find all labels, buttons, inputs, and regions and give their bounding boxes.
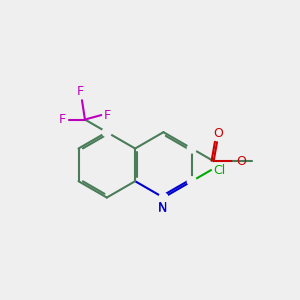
Circle shape xyxy=(187,177,196,186)
Text: F: F xyxy=(77,85,84,98)
Text: N: N xyxy=(157,202,167,215)
Text: N: N xyxy=(157,201,167,214)
Text: F: F xyxy=(59,113,66,126)
Text: Cl: Cl xyxy=(214,164,226,177)
Text: F: F xyxy=(104,109,111,122)
Text: O: O xyxy=(236,154,246,168)
Text: O: O xyxy=(214,127,224,140)
Circle shape xyxy=(187,144,196,153)
Circle shape xyxy=(159,193,168,202)
Circle shape xyxy=(102,128,111,136)
